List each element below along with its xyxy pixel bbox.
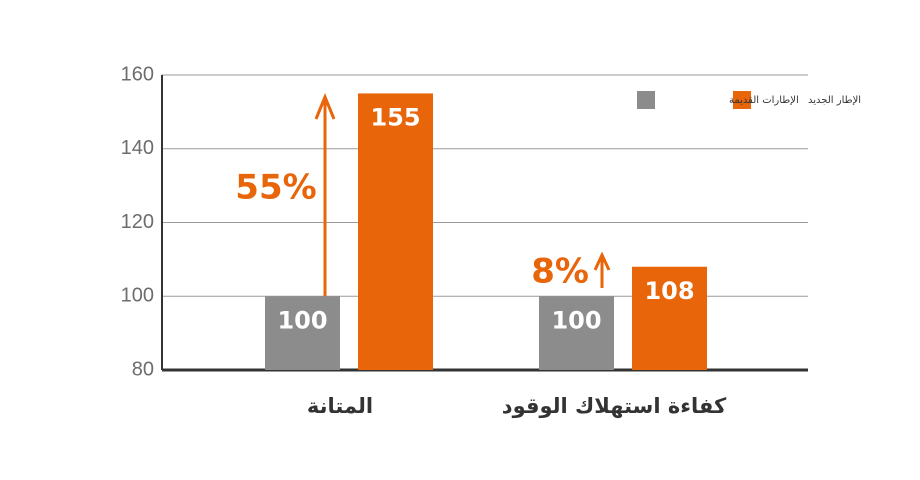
bar: [358, 93, 433, 370]
arrow-head: [314, 93, 336, 120]
legend-label: الإطارات القديمة: [729, 95, 799, 106]
annotation: 55%: [235, 168, 316, 208]
annotation: 8%: [531, 252, 589, 292]
value-label: 100: [551, 306, 601, 334]
legend-label: الإطار الجديد: [808, 95, 861, 106]
y-tick-label: 80: [132, 358, 154, 380]
y-tick-label: 140: [121, 137, 154, 159]
y-tick-label: 120: [121, 211, 154, 233]
bar: [632, 266, 707, 370]
y-tick-label: 100: [121, 285, 154, 307]
value-label: 108: [644, 277, 694, 305]
arrow-head: [593, 251, 611, 271]
bar: [265, 296, 340, 370]
bar: [539, 296, 614, 370]
legend-swatch: [733, 91, 751, 109]
x-tick-label: المتانة: [307, 394, 373, 418]
y-tick-label: 160: [121, 63, 154, 85]
legend-swatch: [637, 91, 655, 109]
value-label: 100: [277, 306, 327, 334]
x-tick-label: كفاءة استهلاك الوقود: [502, 394, 727, 418]
value-label: 155: [370, 103, 420, 131]
